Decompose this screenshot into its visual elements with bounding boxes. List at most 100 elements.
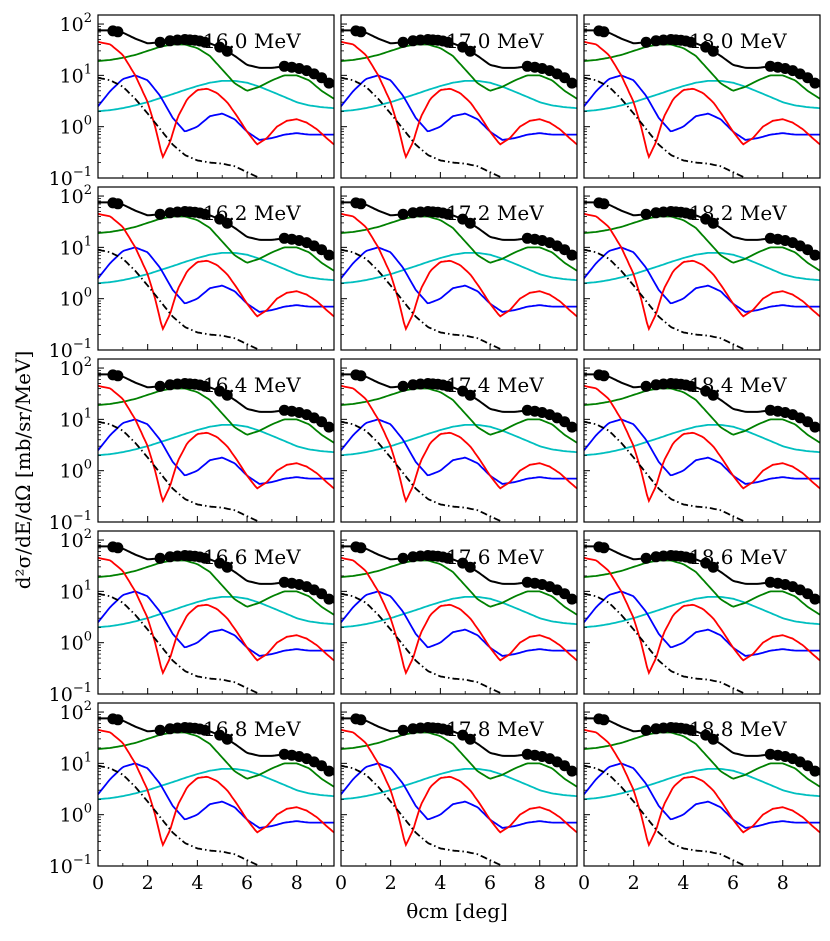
data-point xyxy=(323,421,334,433)
L2-curve xyxy=(584,387,820,444)
panel-frame xyxy=(340,14,578,179)
data-point xyxy=(397,36,409,48)
L1-curve xyxy=(98,246,334,313)
panel-frame xyxy=(97,530,335,695)
data-point xyxy=(464,45,476,57)
L3-curve xyxy=(341,424,577,457)
data-point xyxy=(154,208,166,220)
x-tick-label: 8 xyxy=(291,872,303,894)
background-curve xyxy=(98,592,260,694)
panel-frame xyxy=(340,702,578,867)
data-point xyxy=(566,593,577,605)
L0-curve xyxy=(584,212,820,332)
plot-area xyxy=(341,25,577,178)
y-axis-title: d²σ/dE/dΩ [mb/sr/MeV] xyxy=(11,351,35,590)
panel-14: 17.8 MeV xyxy=(340,702,578,867)
y-tick-label: 100 xyxy=(60,802,92,827)
data-point xyxy=(685,380,697,392)
L2-curve xyxy=(98,387,334,444)
L3-curve xyxy=(341,596,577,629)
data-point xyxy=(464,389,476,401)
x-tick-label: 4 xyxy=(434,872,446,894)
L0-curve xyxy=(98,384,334,504)
data-point xyxy=(355,26,367,38)
panel-frame xyxy=(97,358,335,523)
plot-area xyxy=(584,541,820,694)
L3-curve xyxy=(584,80,820,113)
y-tick-label: 10−1 xyxy=(49,337,92,362)
data-point xyxy=(112,370,124,382)
data-point xyxy=(221,217,233,229)
L0-curve xyxy=(341,212,577,332)
L1-curve xyxy=(584,418,820,485)
data-point xyxy=(154,724,166,736)
y-tick-label: 100 xyxy=(60,458,92,483)
data-point xyxy=(598,370,610,382)
panel-5: 17.2 MeV xyxy=(340,186,578,351)
L3-curve xyxy=(98,252,334,285)
y-tick-label: 102 xyxy=(60,527,92,552)
L0-curve xyxy=(584,384,820,504)
L1-curve xyxy=(584,246,820,313)
data-point xyxy=(707,733,719,745)
L0-curve xyxy=(584,728,820,848)
data-point xyxy=(199,724,211,736)
data-point xyxy=(221,389,233,401)
L1-curve xyxy=(341,418,577,485)
L0-curve xyxy=(98,556,334,676)
data-point xyxy=(640,552,652,564)
panel-10: 16.6 MeV xyxy=(97,530,335,695)
panel-frame xyxy=(340,530,578,695)
plot-area xyxy=(98,197,334,350)
data-point xyxy=(323,765,334,777)
panel-energy-label: 17.2 MeV xyxy=(446,201,544,225)
data-point xyxy=(809,593,820,605)
data-point xyxy=(112,198,124,210)
L1-curve xyxy=(584,590,820,657)
data-point xyxy=(397,208,409,220)
panel-11: 17.6 MeV xyxy=(340,530,578,695)
data-point xyxy=(566,765,577,777)
data-point xyxy=(566,77,577,89)
data-point xyxy=(640,208,652,220)
L0-curve xyxy=(341,384,577,504)
data-point xyxy=(397,380,409,392)
panel-energy-label: 17.4 MeV xyxy=(446,373,544,397)
data-point xyxy=(464,217,476,229)
x-tick-label: 4 xyxy=(191,872,203,894)
panel-2: 17.0 MeV xyxy=(340,14,578,179)
background-curve xyxy=(584,764,746,866)
y-tick-label: 102 xyxy=(60,699,92,724)
data-point xyxy=(323,593,334,605)
panel-frame xyxy=(97,14,335,179)
panel-energy-label: 16.4 MeV xyxy=(203,373,301,397)
x-tick-label: 0 xyxy=(335,872,347,894)
panel-3: 18.0 MeV xyxy=(583,14,821,179)
data-point xyxy=(598,542,610,554)
L3-curve xyxy=(98,596,334,629)
panel-4: 16.2 MeV xyxy=(97,186,335,351)
data-point xyxy=(442,552,454,564)
x-tick-label: 4 xyxy=(677,872,689,894)
background-curve xyxy=(341,248,503,350)
data-point xyxy=(442,36,454,48)
panel-frame xyxy=(583,358,821,523)
panel-frame xyxy=(97,186,335,351)
data-point xyxy=(707,217,719,229)
panel-frame xyxy=(583,530,821,695)
data-point xyxy=(598,198,610,210)
background-curve xyxy=(98,420,260,522)
plot-area xyxy=(98,25,334,178)
background-curve xyxy=(584,76,746,178)
background-curve xyxy=(341,420,503,522)
background-curve xyxy=(584,420,746,522)
L0-curve xyxy=(584,556,820,676)
data-point xyxy=(221,561,233,573)
panel-energy-label: 17.8 MeV xyxy=(446,717,544,741)
data-point xyxy=(598,26,610,38)
data-point xyxy=(707,389,719,401)
L0-curve xyxy=(584,40,820,160)
y-tick-label: 101 xyxy=(60,62,92,87)
background-curve xyxy=(98,76,260,178)
L1-curve xyxy=(341,74,577,141)
